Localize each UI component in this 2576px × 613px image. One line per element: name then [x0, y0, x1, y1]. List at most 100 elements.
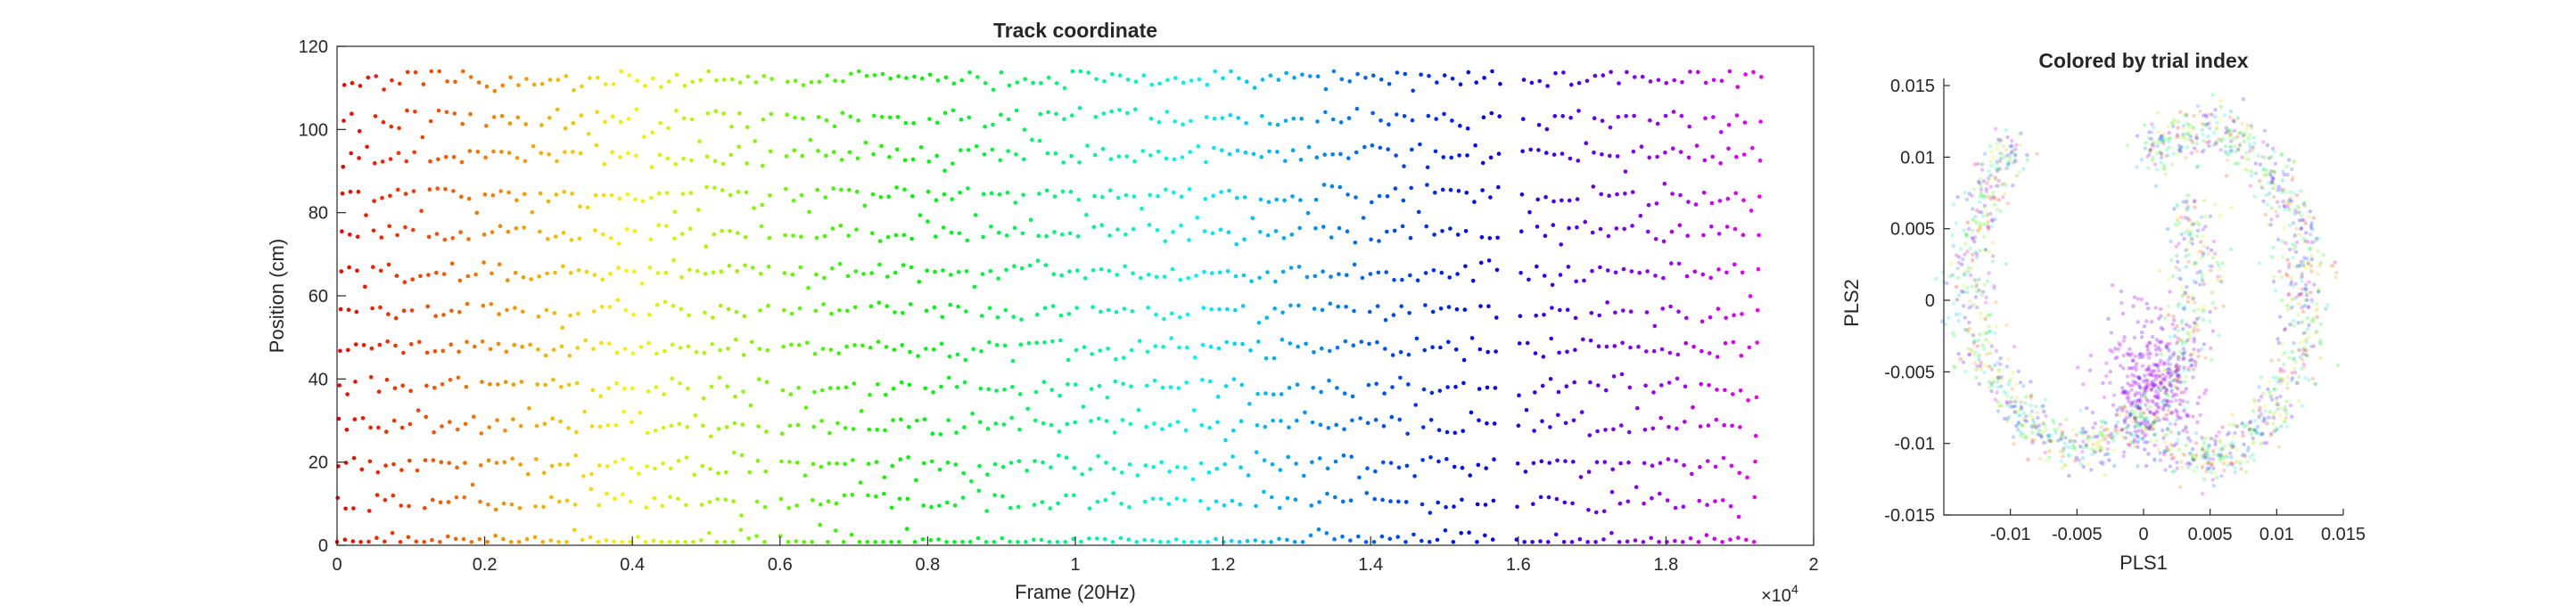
- pls-point: [2060, 466, 2065, 470]
- track-point: [1032, 537, 1036, 542]
- pls-point: [2149, 387, 2153, 392]
- pls-point: [2288, 323, 2292, 327]
- track-point: [466, 196, 472, 201]
- pls-point: [2167, 381, 2172, 387]
- pls-point: [2272, 274, 2276, 279]
- pls-point: [2151, 382, 2155, 388]
- track-point: [1451, 540, 1456, 544]
- pls-point: [2137, 355, 2142, 360]
- pls-point: [2016, 369, 2020, 374]
- track-point: [1225, 269, 1230, 274]
- pls-point: [2295, 193, 2300, 198]
- track-point: [671, 304, 676, 308]
- track-point: [1495, 235, 1500, 241]
- track-point: [784, 186, 788, 192]
- track-point: [1347, 79, 1352, 84]
- track-point: [829, 266, 835, 271]
- pls-point: [2166, 346, 2170, 350]
- track-point: [1321, 269, 1325, 274]
- pls-point: [2165, 226, 2170, 232]
- track-point: [1556, 389, 1561, 395]
- track-point: [1447, 275, 1452, 280]
- pls-point: [2169, 444, 2174, 448]
- pls-point: [2249, 169, 2253, 174]
- track-point: [1432, 233, 1436, 237]
- track-point: [644, 505, 649, 510]
- pls-point: [2297, 374, 2301, 380]
- pls-point: [2185, 216, 2190, 221]
- track-point: [1364, 491, 1370, 495]
- pls-point: [2154, 151, 2160, 156]
- pls-point: [2006, 159, 2011, 164]
- pls-point: [2232, 119, 2236, 124]
- track-point: [449, 308, 454, 314]
- track-point: [712, 232, 716, 237]
- track-point: [1039, 81, 1043, 86]
- pls-point: [2169, 383, 2173, 388]
- pls-point: [1996, 404, 2001, 409]
- pls-point: [2153, 363, 2159, 367]
- pls-point: [2131, 399, 2136, 404]
- pls-point: [2175, 339, 2180, 345]
- track-point: [1189, 540, 1195, 544]
- pls-point: [1948, 274, 1953, 279]
- pls-point: [1978, 364, 1982, 368]
- pls-point: [2236, 149, 2241, 153]
- pls-point: [1999, 378, 2004, 382]
- pls-point: [2149, 136, 2153, 141]
- pls-point: [1983, 248, 1988, 253]
- track-point: [1024, 540, 1028, 544]
- track-point: [1615, 192, 1619, 197]
- x-tick-label: 1.4: [1358, 555, 1383, 575]
- pls-point: [2293, 244, 2298, 249]
- pls-point: [2209, 462, 2214, 468]
- track-point: [1386, 147, 1390, 151]
- track-point: [411, 227, 416, 233]
- track-point: [1700, 319, 1705, 324]
- track-point: [797, 306, 802, 311]
- pls-point: [2145, 382, 2150, 387]
- pls-point: [2295, 380, 2300, 384]
- track-point: [1667, 425, 1671, 429]
- pls-point: [2141, 353, 2145, 357]
- pls-point: [2099, 445, 2103, 450]
- track-point: [1697, 498, 1701, 503]
- pls-point: [2291, 304, 2295, 309]
- pls-point: [2166, 153, 2170, 158]
- pls-point: [2161, 377, 2167, 381]
- track-point: [722, 540, 728, 544]
- pls-point: [2210, 256, 2215, 260]
- pls-point: [2188, 229, 2193, 234]
- track-point: [1363, 76, 1368, 80]
- pls-point: [2244, 151, 2249, 155]
- pls-point: [2251, 135, 2256, 140]
- track-point: [1600, 151, 1604, 157]
- pls-point: [1967, 298, 1972, 304]
- y-tick-label: 120: [299, 37, 328, 57]
- pls-point: [2074, 433, 2079, 437]
- pls-point: [2186, 329, 2191, 334]
- track-point: [1064, 455, 1069, 460]
- track-point: [1055, 540, 1060, 544]
- track-point: [1020, 266, 1025, 271]
- track-point: [1048, 506, 1052, 511]
- pls-point: [2292, 159, 2296, 164]
- pls-point: [2227, 422, 2232, 427]
- track-point: [830, 226, 835, 231]
- pls-point: [2219, 474, 2224, 478]
- track-point: [486, 458, 491, 462]
- track-point: [615, 298, 621, 303]
- pls-point: [2181, 132, 2185, 136]
- pls-point: [2210, 449, 2216, 454]
- track-point: [1564, 384, 1569, 388]
- pls-point: [2186, 259, 2191, 264]
- pls-point: [2164, 154, 2169, 159]
- pls-point: [2184, 156, 2188, 160]
- pls-point: [2104, 434, 2109, 438]
- pls-point: [1988, 211, 1993, 217]
- pls-point: [2271, 245, 2276, 249]
- track-point: [1683, 384, 1688, 389]
- pls-point: [2149, 380, 2154, 385]
- track-point: [743, 234, 748, 240]
- pls-point: [2155, 363, 2160, 367]
